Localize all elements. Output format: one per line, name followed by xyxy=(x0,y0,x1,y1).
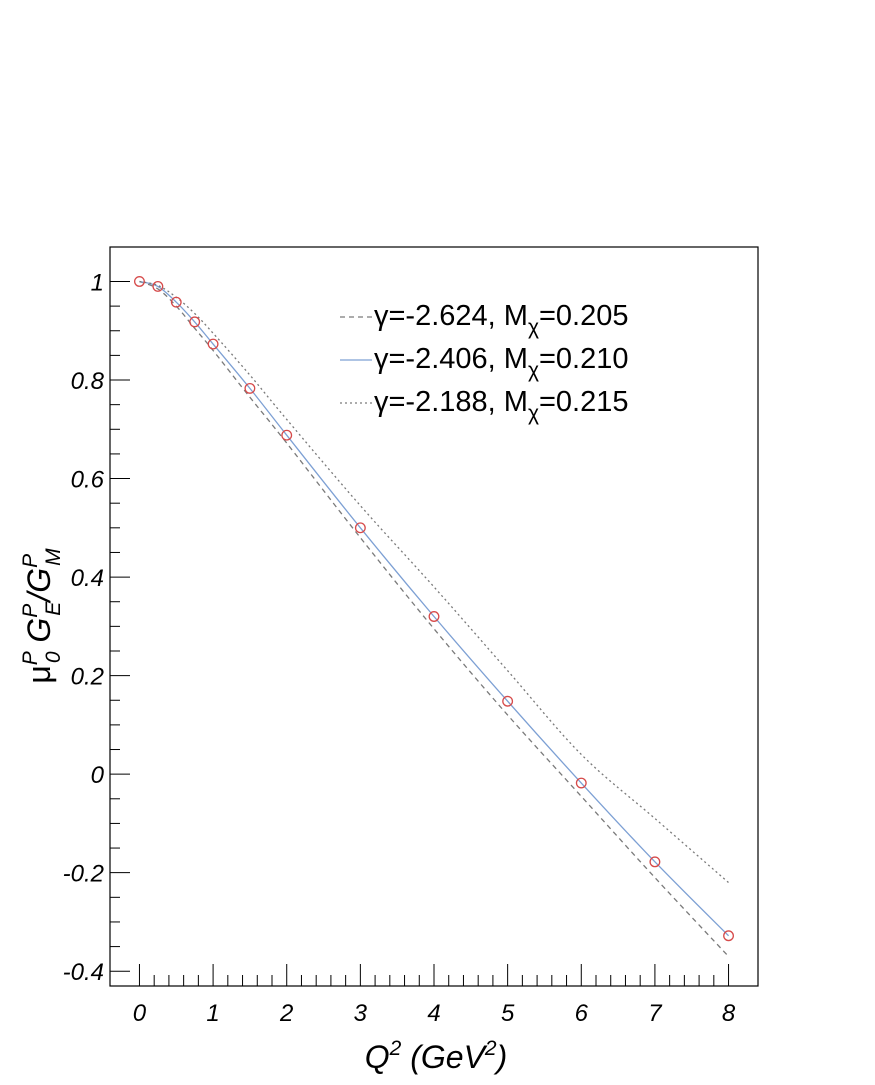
x-tick-label: 5 xyxy=(501,1000,515,1027)
legend-label: γ=-2.624, Mχ=0.205 xyxy=(374,300,628,339)
x-axis-title: Q2 (GeV2) xyxy=(365,1037,508,1075)
x-tick-label: 8 xyxy=(722,1000,736,1027)
x-tick-label: 3 xyxy=(354,1000,368,1027)
data-point-marker xyxy=(502,695,514,707)
x-tick-label: 6 xyxy=(575,1000,589,1027)
x-tick-label: 4 xyxy=(427,1000,440,1027)
y-tick-label: -0.2 xyxy=(63,861,104,888)
legend: γ=-2.624, Mχ=0.205 γ=-2.406, Mχ=0.210 γ=-2… xyxy=(340,300,628,425)
axis-ticks xyxy=(110,280,730,986)
legend-label: γ=-2.406, Mχ=0.210 xyxy=(374,343,628,382)
data-point-marker xyxy=(428,611,440,622)
data-point-marker xyxy=(649,856,661,868)
y-axis-title: μP0 GPE/GPM xyxy=(19,548,65,684)
data-point-marker xyxy=(723,930,734,942)
x-tick-label: 0 xyxy=(133,1000,147,1027)
y-tick-label: 0 xyxy=(91,762,105,789)
data-point-marker xyxy=(170,296,182,308)
x-tick-label: 7 xyxy=(648,1000,663,1027)
data-point-marker xyxy=(152,280,164,292)
data-point-marker xyxy=(207,338,219,350)
data-point-marker xyxy=(134,276,145,287)
y-tick-label: 0.8 xyxy=(71,368,105,395)
series-lines xyxy=(139,280,730,957)
data-point-marker xyxy=(244,382,256,394)
legend-label: γ=-2.188, Mχ=0.215 xyxy=(374,386,628,425)
y-tick-label: 1 xyxy=(91,269,104,296)
y-tick-label: 0.6 xyxy=(71,467,105,494)
y-tick-label: 0.4 xyxy=(71,565,104,592)
y-tick-label: 0.2 xyxy=(71,664,104,691)
data-point-marker xyxy=(189,316,201,328)
series-dashed-line xyxy=(139,280,730,957)
y-tick-label: -0.4 xyxy=(63,959,104,986)
axis-tick-labels: 0 1 2 3 4 5 6 7 8 1 0.8 0.6 0.4 0.2 0 -0.2 -0.4 xyxy=(63,269,736,1027)
data-point-marker xyxy=(354,522,366,534)
x-tick-label: 1 xyxy=(206,1000,219,1027)
data-point-marker xyxy=(281,429,293,441)
data-point-marker xyxy=(575,777,587,789)
data-points xyxy=(134,276,734,942)
series-solid-line xyxy=(139,280,730,937)
x-tick-label: 2 xyxy=(279,1000,293,1027)
